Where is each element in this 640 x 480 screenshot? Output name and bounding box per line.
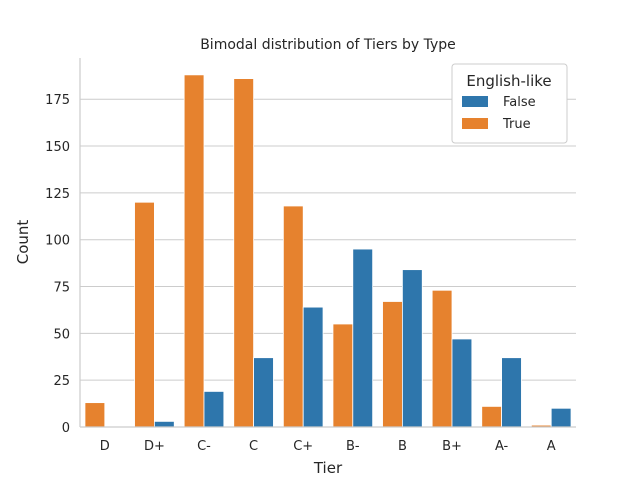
bars: [84, 74, 572, 428]
bar-false-A: [550, 407, 572, 428]
y-tick-labels: 0 25 50 75 100 125 150 175: [45, 93, 70, 436]
legend-items: False True: [462, 95, 536, 132]
bar-true-B-: [332, 323, 354, 428]
x-tick-label: B+: [442, 439, 462, 454]
x-tick-label: B-: [346, 439, 360, 454]
y-tick-label: 150: [45, 140, 70, 155]
x-axis-title: Tier: [313, 459, 343, 477]
bar-false-B: [401, 269, 423, 428]
bar-false-C-: [203, 391, 225, 428]
y-tick-label: 175: [45, 93, 70, 108]
bar-false-D+: [153, 420, 175, 428]
y-tick-label: 25: [53, 374, 70, 389]
x-tick-label: C: [249, 439, 258, 454]
y-tick-label: 50: [53, 327, 70, 342]
chart-title: Bimodal distribution of Tiers by Type: [200, 37, 456, 53]
gridlines: [80, 98, 576, 381]
axes: [79, 58, 576, 428]
bar-false-C+: [302, 306, 324, 428]
legend-title: English-like: [466, 72, 551, 90]
bar-false-A-: [501, 357, 522, 428]
x-tick-label: A: [547, 439, 556, 454]
bar-false-B-: [352, 248, 374, 428]
bar-false-C: [253, 357, 274, 428]
x-tick-label: D+: [144, 439, 165, 454]
y-tick-label: 100: [45, 234, 70, 249]
x-tick-label: C+: [293, 439, 313, 454]
bar-true-C+: [282, 205, 304, 428]
legend-label-true: True: [502, 117, 531, 132]
bar-true-C-: [183, 74, 205, 428]
bar-true-B+: [431, 289, 453, 428]
x-tick-labels: D D+ C- C C+ B- B B+ A- A: [100, 439, 556, 454]
y-tick-label: 125: [45, 187, 70, 202]
bar-true-D+: [134, 201, 155, 428]
legend-label-false: False: [503, 95, 536, 110]
legend: English-like False True: [451, 63, 568, 144]
x-tick-label: A-: [495, 439, 509, 454]
x-tick-label: C-: [197, 439, 211, 454]
legend-swatch-false: [462, 96, 488, 107]
bar-true-A-: [481, 405, 503, 428]
legend-swatch-true: [462, 118, 488, 129]
bar-true-B: [382, 301, 403, 428]
bar-false-B+: [451, 338, 473, 428]
x-tick-label: B: [398, 439, 407, 454]
bar-true-C: [233, 78, 254, 428]
bar-true-D: [84, 402, 106, 428]
y-tick-label: 75: [53, 281, 70, 296]
x-tick-label: D: [100, 439, 110, 454]
y-axis-title: Count: [14, 220, 32, 265]
y-tick-label: 0: [62, 421, 70, 436]
